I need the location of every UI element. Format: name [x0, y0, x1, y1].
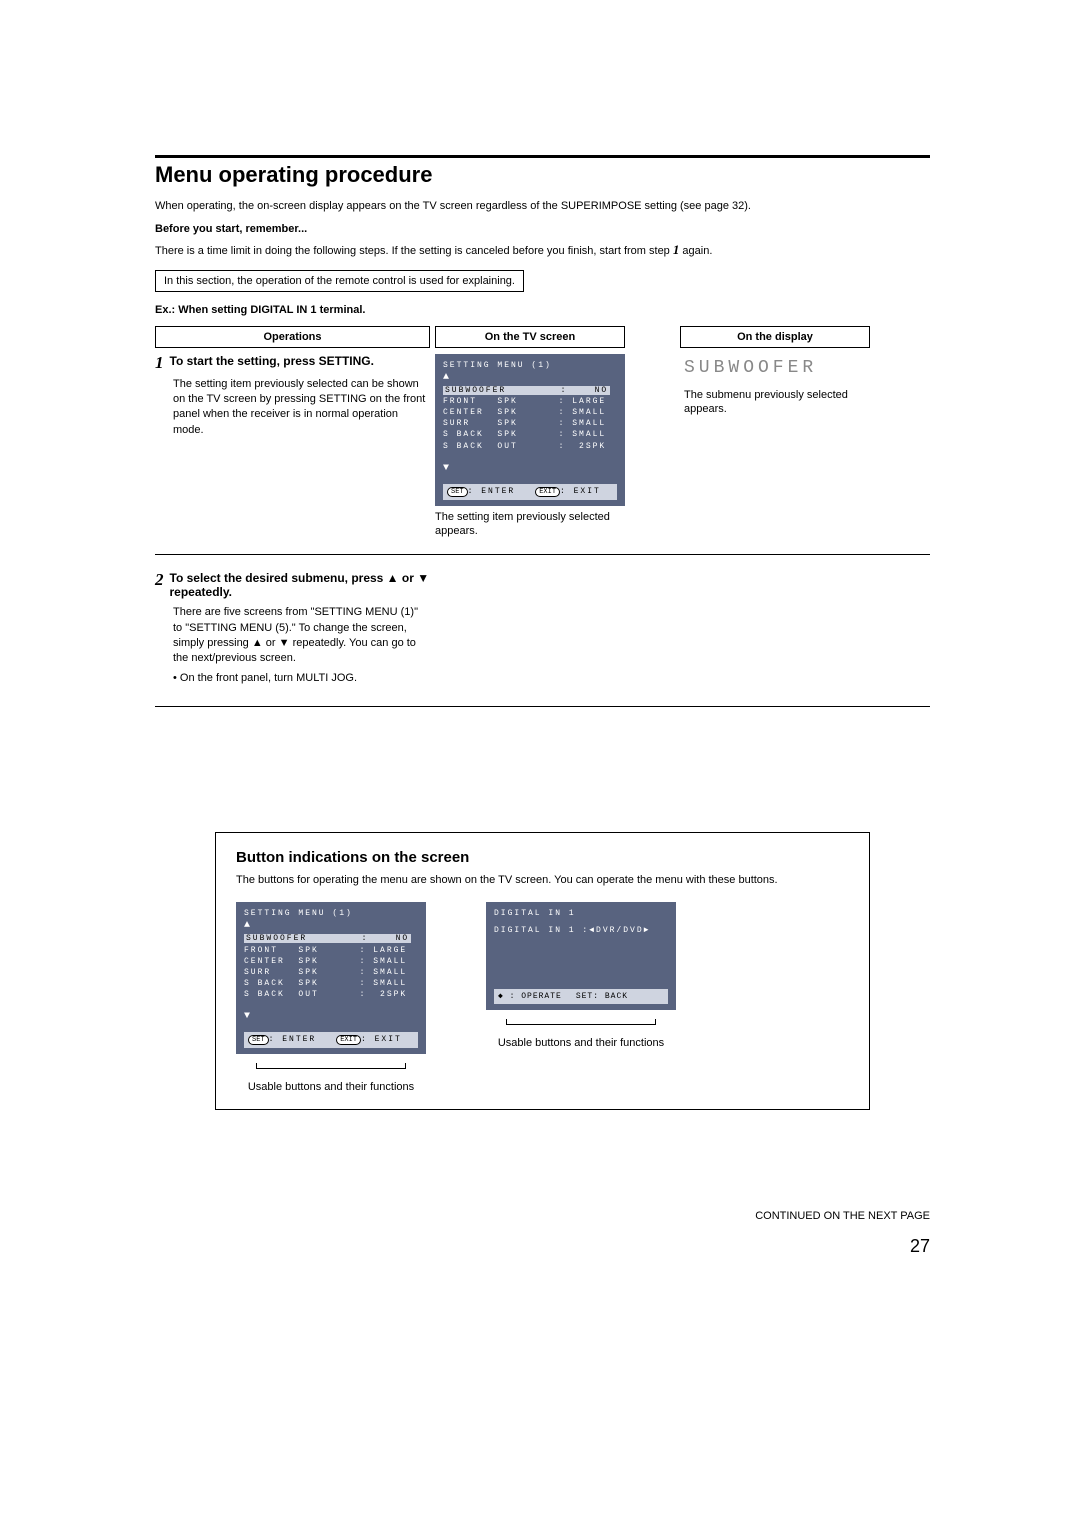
step2-bullet: • On the front panel, turn MULTI JOG. [173, 671, 430, 686]
digital-footer: ◆ : OPERATE SET: BACK [494, 989, 668, 1004]
header-rule [155, 155, 930, 158]
step2-body: There are five screens from "SETTING MEN… [173, 605, 430, 667]
tv-row-4: S BACK SPK : SMALL [443, 429, 617, 440]
header-operations: Operations [155, 326, 430, 348]
step1-body: The setting item previously selected can… [173, 377, 430, 439]
tv-row-1: FRONT SPK : LARGE [443, 396, 617, 407]
box-title: Button indications on the screen [236, 849, 849, 866]
note-box: In this section, the operation of the re… [155, 270, 524, 292]
tv-row-2: CENTER SPK : SMALL [443, 407, 617, 418]
up-arrow-icon: ▲ [443, 371, 617, 385]
usable-caption-left: Usable buttons and their functions [236, 1081, 426, 1093]
before-text: There is a time limit in doing the follo… [155, 243, 930, 260]
continued-text: CONTINUED ON THE NEXT PAGE [155, 1210, 930, 1222]
down-arrow-icon: ▼ [443, 462, 617, 476]
box-screen-left: SETTING MENU (1) ▲ SUBWOOFER : NO FRONT … [236, 902, 426, 1093]
step2: 2 To select the desired submenu, press ▲… [155, 571, 430, 599]
step2-title: To select the desired submenu, press ▲ o… [170, 571, 431, 599]
step1: 1 To start the setting, press SETTING. [155, 354, 430, 371]
display-caption: The submenu previously selected appears. [684, 388, 866, 417]
column-headers: Operations On the TV screen On the displ… [155, 326, 930, 348]
example-label: Ex.: When setting DIGITAL IN 1 terminal. [155, 304, 930, 316]
header-tv-screen: On the TV screen [435, 326, 625, 348]
display-text: SUBWOOFER [684, 358, 866, 378]
step2-row: 2 To select the desired submenu, press ▲… [155, 571, 930, 686]
tv-screen-1: SETTING MENU (1) ▲ SUBWOOFER : NO FRONT … [435, 354, 625, 506]
header-display: On the display [680, 326, 870, 348]
step1-row: 1 To start the setting, press SETTING. T… [155, 354, 930, 539]
usable-caption-right: Usable buttons and their functions [486, 1037, 676, 1049]
display-panel: SUBWOOFER The submenu previously selecte… [680, 354, 870, 421]
tv-footer-1: SET: ENTER EXIT: EXIT [443, 484, 617, 500]
separator-1 [155, 554, 930, 555]
box-intro: The buttons for operating the menu are s… [236, 874, 849, 886]
box-screen-right: DIGITAL IN 1 DIGITAL IN 1 :◄DVR/DVD► ◆ :… [486, 902, 676, 1049]
tv-row-5: S BACK OUT : 2SPK [443, 441, 617, 452]
step2-number: 2 [155, 571, 164, 599]
tv-row-0: SUBWOOFER : NO [443, 385, 617, 396]
page-number: 27 [155, 1236, 930, 1257]
tv-screen-2: SETTING MENU (1) ▲ SUBWOOFER : NO FRONT … [236, 902, 426, 1054]
tv-row-3: SURR SPK : SMALL [443, 418, 617, 429]
intro-text: When operating, the on-screen display ap… [155, 198, 930, 215]
page-title: Menu operating procedure [155, 162, 930, 188]
footer-bracket-left [256, 1068, 406, 1069]
button-indications-box: Button indications on the screen The but… [215, 832, 870, 1110]
tv-title: SETTING MENU (1) [443, 360, 617, 371]
tv-footer-2: SET: ENTER EXIT: EXIT [244, 1032, 418, 1048]
tv-caption-1: The setting item previously selected app… [435, 510, 625, 539]
separator-2 [155, 706, 930, 707]
footer-bracket-right [506, 1024, 656, 1025]
step1-number: 1 [155, 354, 164, 371]
step1-title: To start the setting, press SETTING. [170, 354, 374, 371]
digital-screen: DIGITAL IN 1 DIGITAL IN 1 :◄DVR/DVD► ◆ :… [486, 902, 676, 1010]
before-label: Before you start, remember... [155, 221, 930, 238]
